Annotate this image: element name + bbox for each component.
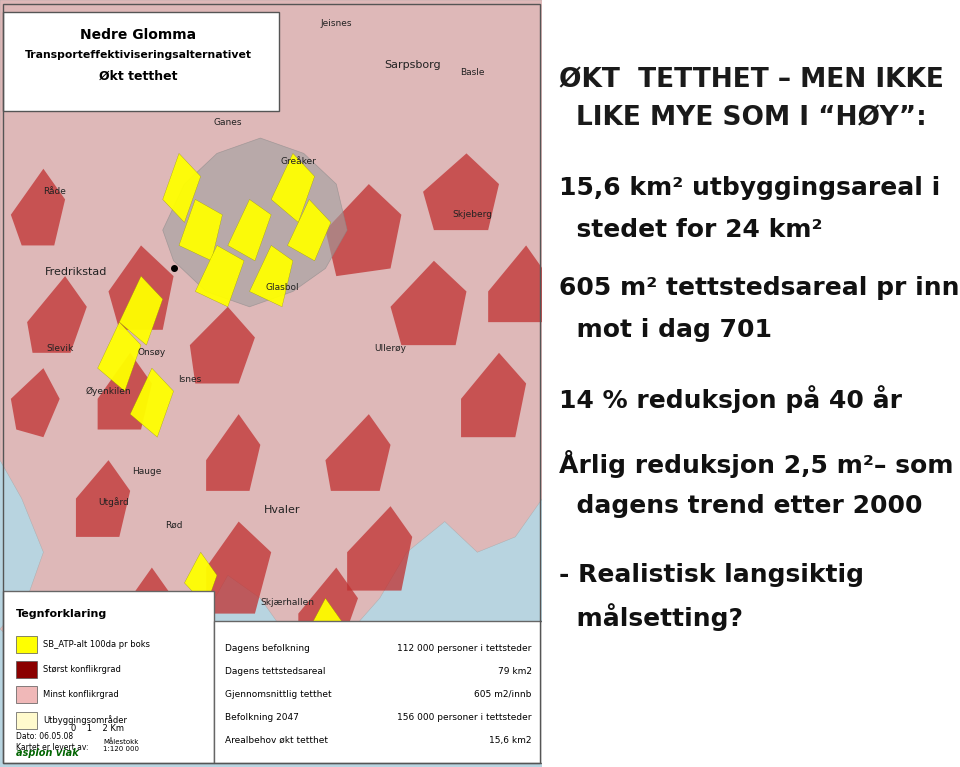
Text: Utbyggingsområder: Utbyggingsområder xyxy=(43,716,128,725)
Text: Målestokk
1:120 000: Målestokk 1:120 000 xyxy=(103,739,139,752)
Text: 14 % reduksjon på 40 år: 14 % reduksjon på 40 år xyxy=(559,385,902,413)
Text: Sarpsborg: Sarpsborg xyxy=(384,60,441,71)
Polygon shape xyxy=(98,353,152,430)
Polygon shape xyxy=(54,660,135,736)
Polygon shape xyxy=(98,322,141,391)
Polygon shape xyxy=(179,199,223,261)
Text: Hauge: Hauge xyxy=(132,467,161,476)
Polygon shape xyxy=(76,460,131,537)
Polygon shape xyxy=(162,138,348,307)
Text: Økt tetthet: Økt tetthet xyxy=(99,71,178,83)
Polygon shape xyxy=(423,153,499,230)
Text: Årlig reduksjon 2,5 m²– som: Årlig reduksjon 2,5 m²– som xyxy=(559,450,953,478)
Text: Basle: Basle xyxy=(460,68,484,77)
Text: Størst konflikrgrad: Størst konflikrgrad xyxy=(43,665,121,674)
Polygon shape xyxy=(348,506,412,591)
Text: Dagens befolkning: Dagens befolkning xyxy=(225,644,310,653)
Polygon shape xyxy=(271,153,315,222)
Polygon shape xyxy=(0,0,542,690)
Bar xyxy=(16,712,36,729)
Polygon shape xyxy=(461,353,526,437)
Text: ØKT  TETTHET – MEN IKKE: ØKT TETTHET – MEN IKKE xyxy=(559,67,944,94)
Polygon shape xyxy=(391,261,467,345)
Text: 112 000 personer i tettsteder: 112 000 personer i tettsteder xyxy=(397,644,532,653)
Text: Onsøy: Onsøy xyxy=(137,348,166,357)
Text: asplon viak: asplon viak xyxy=(16,748,79,758)
Polygon shape xyxy=(162,675,244,736)
Polygon shape xyxy=(250,245,293,307)
Text: - Realistisk langsiktig: - Realistisk langsiktig xyxy=(559,563,864,588)
Polygon shape xyxy=(325,184,401,276)
Polygon shape xyxy=(309,598,342,652)
Text: Slevik: Slevik xyxy=(46,344,73,354)
Bar xyxy=(16,661,36,678)
Polygon shape xyxy=(195,245,244,307)
Text: Jeisnes: Jeisnes xyxy=(321,18,352,28)
Text: Hvaler: Hvaler xyxy=(264,505,300,515)
Text: 605 m² tettstedsareal pr innb.,: 605 m² tettstedsareal pr innb., xyxy=(559,275,960,300)
Text: Kartet er levert av:: Kartet er levert av: xyxy=(16,743,88,752)
Text: 79 km2: 79 km2 xyxy=(497,667,532,676)
Text: Dagens tettstedsareal: Dagens tettstedsareal xyxy=(225,667,325,676)
Polygon shape xyxy=(184,552,217,606)
Text: Befolkning 2047: Befolkning 2047 xyxy=(225,713,299,722)
Polygon shape xyxy=(488,245,542,322)
Text: Greåker: Greåker xyxy=(280,156,316,166)
Polygon shape xyxy=(11,169,65,245)
Text: Øyenkilen: Øyenkilen xyxy=(85,387,132,396)
Bar xyxy=(16,636,36,653)
Polygon shape xyxy=(162,153,201,222)
Text: Arealbehov økt tetthet: Arealbehov økt tetthet xyxy=(225,736,328,745)
Polygon shape xyxy=(119,276,162,345)
Polygon shape xyxy=(108,245,174,330)
Text: Ganes: Ganes xyxy=(213,118,242,127)
Polygon shape xyxy=(325,414,391,491)
Text: 0    1    2 Km: 0 1 2 Km xyxy=(70,724,124,733)
Polygon shape xyxy=(206,522,271,614)
Polygon shape xyxy=(119,568,174,644)
FancyBboxPatch shape xyxy=(214,621,542,763)
Polygon shape xyxy=(131,368,174,437)
Polygon shape xyxy=(287,199,331,261)
Text: Fredrikstad: Fredrikstad xyxy=(45,267,108,278)
Polygon shape xyxy=(299,568,358,652)
Text: Minst konflikrgrad: Minst konflikrgrad xyxy=(43,690,119,700)
Polygon shape xyxy=(190,307,255,384)
Text: Dato: 06.05.08: Dato: 06.05.08 xyxy=(16,732,73,741)
Polygon shape xyxy=(27,276,86,353)
Text: målsetting?: målsetting? xyxy=(559,604,743,631)
Text: Glasbol: Glasbol xyxy=(265,283,299,292)
FancyBboxPatch shape xyxy=(3,591,214,763)
Text: Ullerøy: Ullerøy xyxy=(374,344,406,354)
Text: Isnes: Isnes xyxy=(179,375,202,384)
Text: 15,6 km² utbyggingsareal i: 15,6 km² utbyggingsareal i xyxy=(559,176,941,200)
Text: Skjærhallen: Skjærhallen xyxy=(260,597,315,607)
Text: LIKE MYE SOM I “HØY”:: LIKE MYE SOM I “HØY”: xyxy=(576,106,926,132)
Text: Tegnforklaring: Tegnforklaring xyxy=(16,608,108,619)
FancyBboxPatch shape xyxy=(3,12,279,111)
Text: Nedre Glomma: Nedre Glomma xyxy=(81,28,197,41)
Text: Transporteffektiviseringsalternativet: Transporteffektiviseringsalternativet xyxy=(25,50,252,61)
Text: Rød: Rød xyxy=(165,521,182,530)
Polygon shape xyxy=(228,199,271,261)
Text: Råde: Råde xyxy=(43,187,65,196)
Polygon shape xyxy=(11,368,60,437)
Text: Skjeberg: Skjeberg xyxy=(452,210,492,219)
Text: 15,6 km2: 15,6 km2 xyxy=(489,736,532,745)
Text: mot i dag 701: mot i dag 701 xyxy=(559,318,772,342)
Text: 605 m2/innb: 605 m2/innb xyxy=(474,690,532,699)
Text: SB_ATP-alt 100da pr boks: SB_ATP-alt 100da pr boks xyxy=(43,640,151,649)
Text: dagens trend etter 2000: dagens trend etter 2000 xyxy=(559,494,923,518)
Bar xyxy=(16,686,36,703)
Text: Gjennomsnittlig tetthet: Gjennomsnittlig tetthet xyxy=(225,690,332,699)
Polygon shape xyxy=(206,414,260,491)
Text: stedet for 24 km²: stedet for 24 km² xyxy=(559,218,823,242)
Text: 156 000 personer i tettsteder: 156 000 personer i tettsteder xyxy=(397,713,532,722)
Text: Utgård: Utgård xyxy=(99,498,130,507)
